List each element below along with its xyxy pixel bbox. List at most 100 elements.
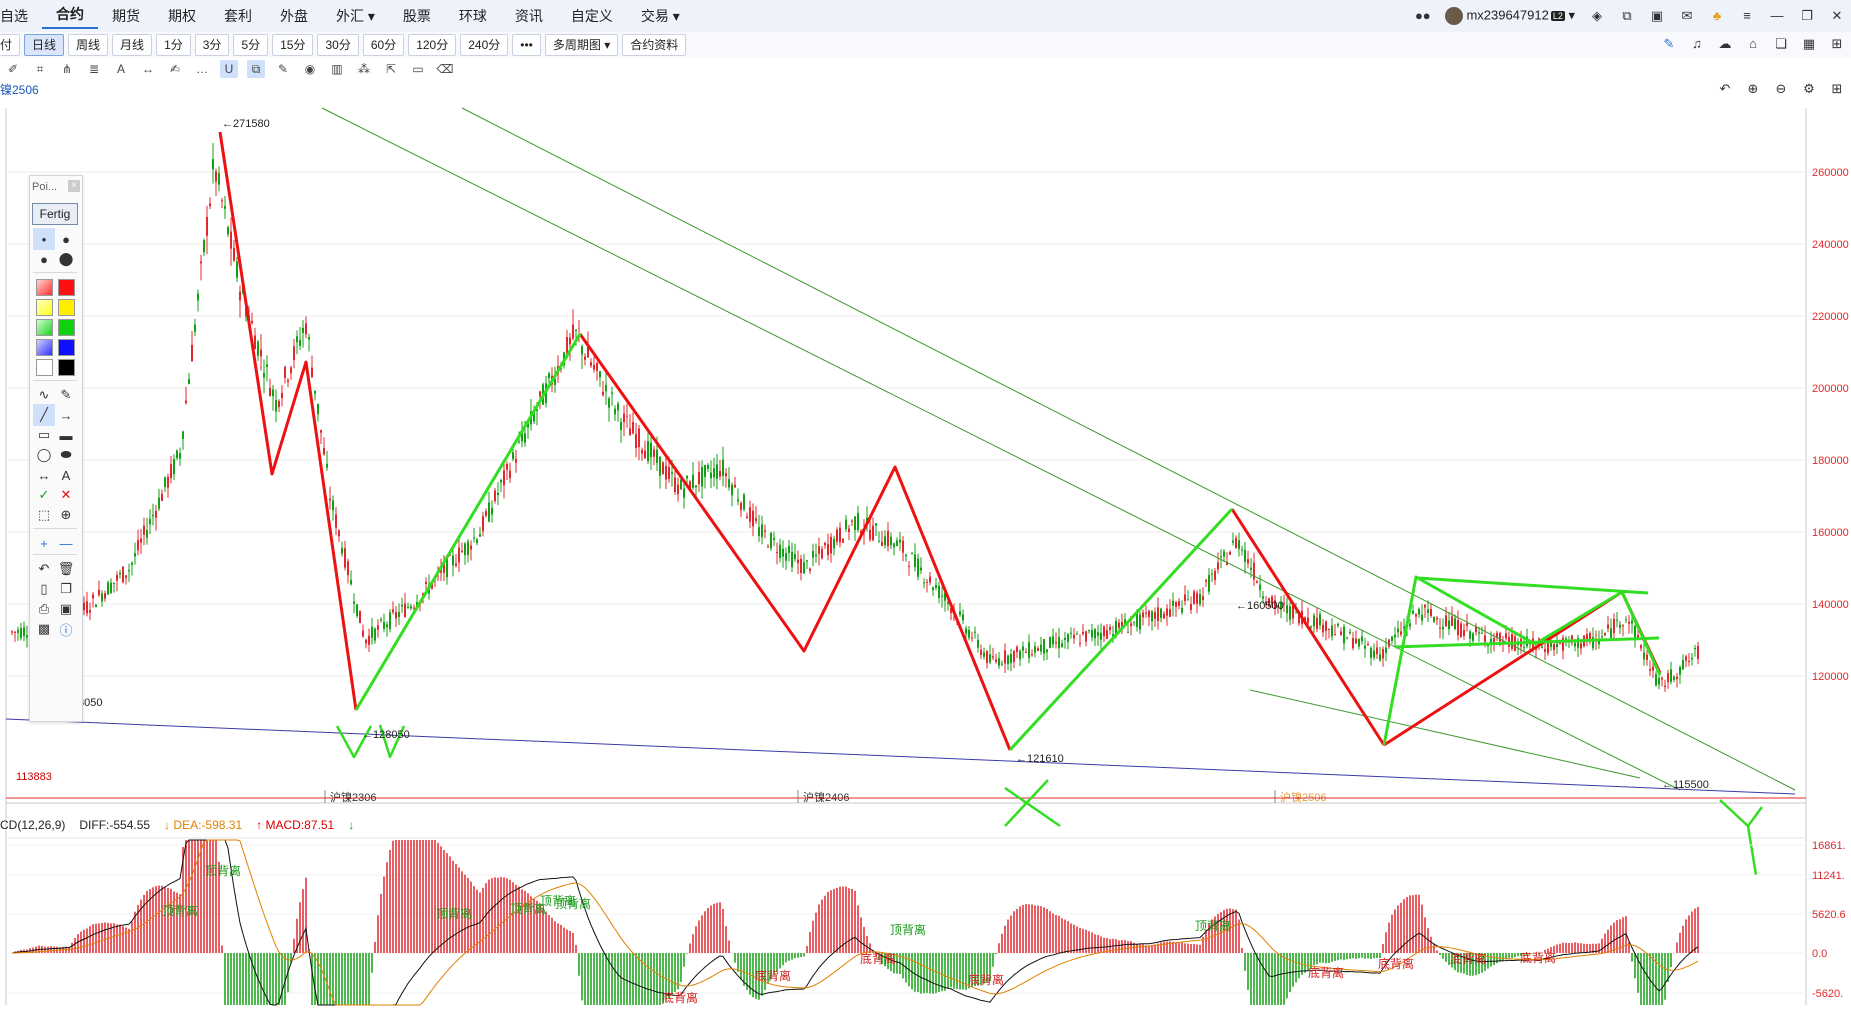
user-account[interactable]: mx239647912 L2 ▾ <box>1444 7 1575 25</box>
curve-icon[interactable]: ∿ <box>38 387 50 402</box>
measure-icon[interactable]: ↔ <box>142 62 154 76</box>
zoom-out-icon[interactable]: ⊖ <box>1775 81 1787 96</box>
menu-10[interactable]: 自定义 <box>570 8 613 24</box>
blue-light-swatch[interactable] <box>33 336 55 358</box>
ellipse-filled-icon[interactable]: ⬬ <box>60 447 72 462</box>
menu-5[interactable]: 外盘 <box>280 8 308 24</box>
crop-icon[interactable]: ⌗ <box>36 62 44 76</box>
bell-icon[interactable]: ♣ <box>1712 8 1722 23</box>
image-icon[interactable]: ▩ <box>37 621 51 636</box>
symbol-label[interactable]: 镍2506 <box>0 83 39 97</box>
period-11[interactable]: 240分 <box>460 34 509 56</box>
grid-icon[interactable]: ⊞ <box>1831 36 1843 51</box>
layers-icon[interactable]: ◈ <box>1592 8 1602 23</box>
period-7[interactable]: 15分 <box>272 34 314 56</box>
black-swatch[interactable] <box>55 356 77 378</box>
undo-icon[interactable]: ↶ <box>38 561 50 576</box>
glasses-icon[interactable]: ●● <box>1414 8 1431 23</box>
comment-icon[interactable]: ▭ <box>412 62 424 76</box>
brush-icon[interactable]: ✍ <box>169 62 181 76</box>
plus-icon[interactable]: + <box>40 535 48 551</box>
export-icon[interactable]: ⇱ <box>385 62 397 76</box>
trash-icon[interactable]: 🗑 <box>57 561 75 576</box>
more-tools-icon[interactable]: … <box>196 62 208 76</box>
screenshot-icon[interactable]: ⧉ <box>1622 8 1632 23</box>
arrow-icon[interactable]: → <box>59 407 73 423</box>
point-xlarge-icon[interactable]: ⬤ <box>58 251 74 266</box>
menu-3[interactable]: 期权 <box>168 8 196 24</box>
print-icon[interactable]: ⎙ <box>38 601 50 616</box>
period-1[interactable]: 日线 <box>24 34 65 56</box>
pencil-line-icon[interactable]: ✐ <box>7 62 19 76</box>
zoom-select-icon[interactable]: ⊕ <box>60 507 72 522</box>
ellipse-icon[interactable]: ◯ <box>36 447 52 462</box>
period-3[interactable]: 月线 <box>112 34 153 56</box>
period-14[interactable]: 合约资料 <box>622 34 687 56</box>
brush-icon[interactable]: ✎ <box>60 387 72 402</box>
period-6[interactable]: 5分 <box>233 34 269 56</box>
mail-icon[interactable]: ✉ <box>1681 8 1693 23</box>
period-8[interactable]: 30分 <box>317 34 359 56</box>
menu-2[interactable]: 期货 <box>112 8 140 24</box>
kline-chart[interactable]: 沪镍2306 沪镍2406 沪镍2506 ←271580 ←128050 ←121610… <box>0 100 1851 1006</box>
rect-filled-icon[interactable]: ▬ <box>59 427 73 443</box>
check-icon[interactable]: ✓ <box>38 487 50 502</box>
period-4[interactable]: 1分 <box>156 34 191 56</box>
point-small-icon[interactable]: • <box>33 228 55 250</box>
menu-6[interactable]: 外汇 ▾ <box>336 8 375 24</box>
red-swatch[interactable] <box>55 276 77 298</box>
eye-icon[interactable]: ◉ <box>304 62 316 76</box>
minimize-icon[interactable]: — <box>1770 8 1784 23</box>
pen-icon[interactable]: ✎ <box>1663 36 1675 51</box>
layout-icon[interactable]: ▦ <box>1802 36 1816 51</box>
menu-7[interactable]: 股票 <box>402 8 431 24</box>
text-tool-icon[interactable]: A <box>116 62 125 76</box>
lock-draw-icon[interactable]: ⧉ <box>247 60 265 78</box>
rect-icon[interactable]: ▭ <box>37 427 51 442</box>
point-medium-icon[interactable]: ● <box>62 231 70 247</box>
blue-swatch[interactable] <box>55 336 77 358</box>
settings-icon[interactable]: ⚙ <box>1803 81 1815 96</box>
period-12[interactable]: ••• <box>512 34 541 56</box>
period-13[interactable]: 多周期图 ▾ <box>544 34 619 56</box>
period-2[interactable]: 周线 <box>68 34 109 56</box>
double-arrow-icon[interactable]: ↔ <box>37 467 51 483</box>
chart-area[interactable]: 沪镍2306 沪镍2406 沪镍2506 ←271580 ←128050 ←121610… <box>0 100 1851 1009</box>
info-icon[interactable]: ⓘ <box>59 622 73 638</box>
new-file-icon[interactable]: ▯ <box>40 581 48 596</box>
undo-icon[interactable]: ↶ <box>1719 81 1731 96</box>
fib-icon[interactable]: ≣ <box>88 62 100 76</box>
magnet-icon[interactable]: U <box>220 60 238 78</box>
red-light-swatch[interactable] <box>33 276 55 298</box>
line-icon[interactable]: ╱ <box>33 404 55 426</box>
white-swatch[interactable] <box>33 356 55 378</box>
copy-icon[interactable]: ❐ <box>60 581 72 596</box>
yellow-swatch[interactable] <box>55 296 77 318</box>
period-5[interactable]: 3分 <box>194 34 230 56</box>
menu-icon[interactable]: ≡ <box>1743 8 1751 23</box>
save-icon[interactable]: ▣ <box>59 601 73 616</box>
menu-0[interactable]: 自选 <box>0 8 28 24</box>
green-swatch[interactable] <box>55 316 77 338</box>
yellow-light-swatch[interactable] <box>33 296 55 318</box>
zoom-in-icon[interactable]: ⊕ <box>1747 81 1759 96</box>
palette-close-button[interactable]: × <box>68 180 80 192</box>
cloud-icon[interactable]: ☁ <box>1718 36 1732 51</box>
period-0[interactable]: 付 <box>0 34 21 56</box>
edit-icon[interactable]: ✎ <box>277 62 289 76</box>
menu-8[interactable]: 环球 <box>458 8 487 24</box>
close-icon[interactable]: ✕ <box>1831 8 1843 23</box>
menu-1[interactable]: 合约 <box>42 4 98 29</box>
video-icon[interactable]: ▣ <box>1650 8 1664 23</box>
menu-11[interactable]: 交易 ▾ <box>640 8 680 24</box>
menu-4[interactable]: 套利 <box>224 8 252 24</box>
objects-icon[interactable]: ⁂ <box>358 62 370 76</box>
cross-icon[interactable]: ✕ <box>60 487 72 502</box>
alert-icon[interactable]: ♫ <box>1692 36 1702 51</box>
camera-icon[interactable]: ⌂ <box>1749 36 1757 51</box>
copy-icon[interactable]: ❏ <box>1775 36 1787 51</box>
select-icon[interactable]: ⬚ <box>37 507 51 522</box>
done-button[interactable]: Fertig <box>32 203 78 225</box>
green-light-swatch[interactable] <box>33 316 55 338</box>
eraser-icon[interactable]: ⌫ <box>436 62 454 76</box>
